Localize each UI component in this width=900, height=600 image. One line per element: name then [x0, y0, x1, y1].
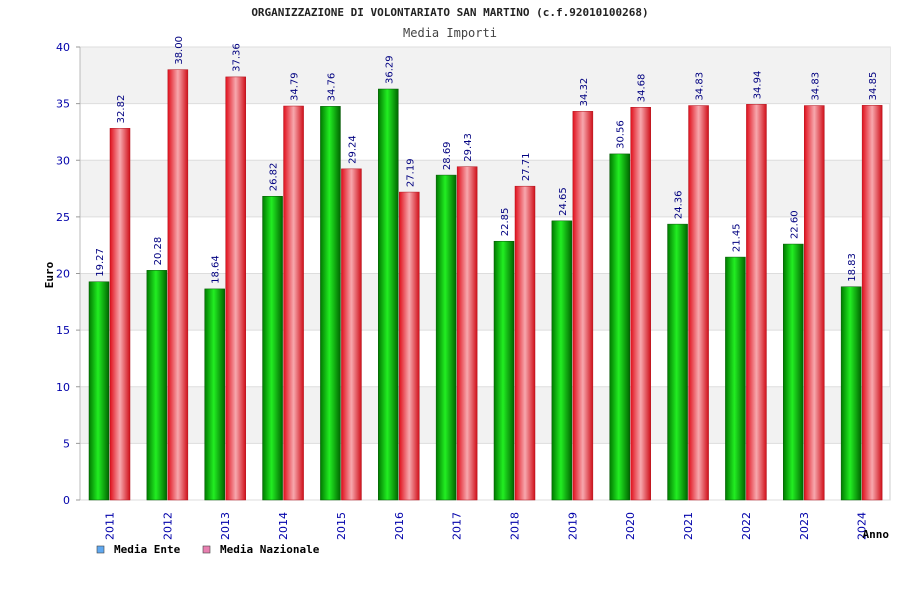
- legend-label-media-nazionale: Media Nazionale: [220, 543, 320, 556]
- y-tick-label: 5: [63, 437, 70, 450]
- x-tick-label: 2022: [740, 512, 753, 540]
- x-tick-label: 2023: [798, 512, 811, 540]
- y-tick-label: 40: [56, 41, 70, 54]
- data-label: 34.83: [810, 72, 821, 101]
- x-tick-label: 2012: [161, 512, 174, 540]
- bar-media-nazionale-2015: [341, 168, 362, 501]
- data-label: 38.00: [174, 36, 185, 65]
- y-axis-title: Euro: [43, 261, 56, 288]
- data-label: 28.69: [442, 141, 453, 170]
- bar-media-nazionale-2013: [225, 76, 246, 501]
- plot-band: [80, 386, 890, 444]
- data-label: 18.64: [211, 255, 222, 284]
- x-tick-label: 2014: [277, 512, 290, 540]
- bar-media-ente-2019: [551, 220, 573, 501]
- chart-subtitle: Media Importi: [403, 26, 497, 40]
- bar-media-nazionale-2012: [167, 69, 189, 501]
- bar-media-nazionale-2014: [283, 105, 304, 501]
- bar-media-nazionale-2021: [688, 105, 709, 501]
- data-label: 24.65: [558, 187, 569, 216]
- bar-media-ente-2017: [435, 174, 457, 501]
- x-tick-label: 2016: [393, 512, 406, 540]
- data-label: 29.43: [463, 133, 474, 162]
- plot-band: [80, 160, 890, 217]
- x-axis: 2011 2012 2013 2014 2015 2016 2017 2018 2019 2020…: [104, 512, 869, 540]
- data-label: 20.28: [153, 237, 164, 266]
- data-label: 19.27: [95, 248, 106, 277]
- bar-media-ente-2021: [667, 223, 688, 501]
- bar-media-nazionale-2018: [514, 185, 536, 501]
- x-tick-label: 2020: [624, 512, 637, 540]
- x-tick-label: 2024: [856, 512, 869, 540]
- bar-media-ente-2015: [320, 106, 341, 501]
- data-label: 32.82: [116, 95, 127, 124]
- x-tick-label: 2013: [219, 512, 232, 540]
- y-tick-label: 10: [56, 381, 70, 394]
- data-label: 27.19: [405, 158, 416, 187]
- data-label: 34.32: [579, 78, 590, 107]
- x-tick-label: 2018: [509, 512, 522, 540]
- y-tick-label: 35: [56, 98, 70, 111]
- data-label: 24.36: [674, 190, 685, 219]
- legend-swatch-media-nazionale: [202, 545, 211, 554]
- bar-media-ente-2023: [783, 243, 804, 501]
- x-tick-label: 2021: [682, 512, 695, 540]
- y-axis: 0 5 10 15 20 25 30 35 40: [56, 41, 81, 507]
- x-tick-label: 2017: [451, 512, 464, 540]
- y-tick-label: 15: [56, 324, 70, 337]
- data-label: 22.60: [789, 210, 800, 239]
- bar-media-ente-2013: [204, 288, 225, 501]
- y-tick-label: 30: [56, 154, 70, 167]
- plot-band: [80, 47, 890, 104]
- bar-media-nazionale-2020: [630, 106, 651, 501]
- data-label: 21.45: [731, 223, 742, 252]
- bar-media-nazionale-2011: [109, 128, 131, 501]
- data-label: 34.83: [695, 72, 706, 101]
- y-tick-label: 20: [56, 268, 70, 281]
- plot-band: [80, 273, 890, 331]
- bar-media-ente-2018: [493, 240, 515, 501]
- legend-label-media-ente: Media Ente: [114, 543, 181, 556]
- bar-media-ente-2014: [262, 196, 283, 501]
- data-label: 34.79: [290, 72, 301, 101]
- bar-media-nazionale-2022: [746, 104, 767, 501]
- x-axis-title: Anno: [863, 528, 890, 541]
- data-label: 36.29: [384, 55, 395, 84]
- legend-swatch-media-ente: [96, 545, 105, 554]
- data-label: 27.71: [521, 153, 532, 182]
- x-tick-label: 2015: [335, 512, 348, 540]
- data-label: 30.56: [616, 120, 627, 149]
- data-label: 34.94: [752, 71, 763, 100]
- bar-media-nazionale-2017: [456, 166, 478, 501]
- data-label: 29.24: [347, 135, 358, 164]
- data-label: 22.85: [500, 208, 511, 237]
- legend: Media Ente Media Nazionale: [96, 543, 320, 556]
- bar-media-nazionale-2023: [804, 105, 825, 501]
- data-label: 34.85: [868, 72, 879, 101]
- bar-media-ente-2022: [725, 256, 746, 501]
- y-tick-label: 0: [63, 494, 70, 507]
- data-label: 34.76: [326, 73, 337, 102]
- bar-media-ente-2011: [88, 281, 110, 501]
- bars: [88, 69, 883, 501]
- x-tick-label: 2019: [566, 512, 579, 540]
- data-label: 37.36: [232, 43, 243, 72]
- chart-title: ORGANIZZAZIONE DI VOLONTARIATO SAN MARTI…: [251, 6, 648, 19]
- data-label: 34.68: [637, 74, 648, 103]
- data-label: 18.83: [847, 253, 858, 282]
- x-tick-label: 2011: [104, 512, 117, 540]
- y-tick-label: 25: [56, 211, 70, 224]
- bar-media-nazionale-2016: [399, 191, 420, 501]
- bar-media-nazionale-2024: [861, 105, 883, 501]
- data-labels: 19.27 32.82 20.28 38.00 18.64 37.36 26.82 34.79…: [95, 36, 879, 284]
- bar-media-ente-2016: [378, 88, 399, 501]
- bar-media-nazionale-2019: [572, 111, 594, 501]
- bar-media-ente-2020: [609, 153, 630, 501]
- bar-media-ente-2024: [840, 286, 862, 501]
- data-label: 26.82: [269, 163, 280, 192]
- bar-media-ente-2012: [146, 270, 168, 501]
